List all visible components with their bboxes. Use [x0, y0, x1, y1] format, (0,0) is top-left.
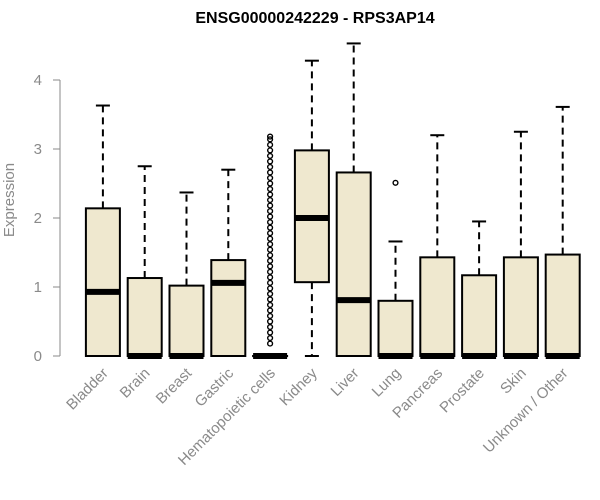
box-group: [168, 191, 205, 359]
outlier-point: [267, 268, 274, 275]
box-group: [293, 59, 330, 357]
outlier-point: [267, 301, 274, 309]
outlier-point: [267, 257, 274, 264]
outlier-point: [267, 274, 274, 281]
outlier-point: [267, 224, 274, 231]
box: [210, 259, 247, 357]
outlier-point: [267, 219, 274, 226]
y-tick-label: 0: [34, 348, 42, 365]
box: [461, 274, 498, 357]
x-tick-label: Skin: [497, 365, 530, 398]
outlier-point: [267, 235, 274, 242]
outlier-point: [267, 169, 274, 176]
box-group: [84, 104, 121, 357]
box-group: [335, 42, 372, 357]
outlier-point: [267, 340, 274, 347]
box-group: [544, 105, 581, 359]
x-tick-label: Prostate: [436, 365, 488, 417]
box: [377, 299, 414, 357]
x-tick-label: Liver: [328, 365, 363, 400]
outlier-point: [267, 141, 274, 148]
outlier-point: [267, 152, 274, 160]
outlier-point: [267, 307, 274, 314]
outlier-point: [267, 323, 274, 331]
outlier-point: [267, 133, 274, 140]
outlier-point: [267, 136, 274, 143]
y-tick-label: 1: [34, 279, 42, 296]
box-group: [126, 165, 163, 359]
box-group: [377, 179, 414, 359]
box-group: [419, 134, 456, 359]
box: [335, 171, 372, 357]
box: [544, 253, 581, 358]
box: [168, 284, 205, 357]
x-tick-label: Bladder: [63, 365, 112, 414]
outlier-point: [267, 202, 274, 209]
outlier-point: [267, 334, 274, 342]
outlier-point: [267, 180, 274, 187]
outlier-point: [267, 252, 274, 259]
x-tick-label: Breast: [153, 364, 196, 407]
x-tick-label: Kidney: [276, 364, 321, 409]
box: [84, 207, 121, 357]
outlier-point: [267, 290, 274, 298]
x-tick-label: Brain: [117, 365, 154, 402]
box: [502, 256, 539, 357]
outlier-point: [392, 179, 399, 186]
outlier-point: [267, 318, 274, 325]
outlier-point: [267, 241, 274, 248]
outlier-point: [267, 163, 274, 171]
box-group: [461, 220, 498, 359]
plot-area: [84, 42, 581, 359]
box: [126, 277, 163, 357]
outlier-point: [267, 246, 274, 253]
outlier-point: [267, 196, 274, 204]
y-axis: 0 1 2 3 4: [34, 72, 61, 365]
outlier-point: [267, 191, 274, 198]
chart-title: ENSG00000242229 - RPS3AP14: [195, 10, 434, 27]
outlier-point: [267, 329, 274, 336]
outlier-point: [267, 213, 274, 220]
y-axis-label: Expression: [1, 163, 18, 237]
outlier-point: [267, 296, 274, 303]
y-tick-label: 2: [34, 210, 42, 227]
outlier-point: [267, 208, 274, 215]
box-group: [210, 168, 247, 357]
y-tick-label: 3: [34, 141, 42, 158]
outlier-point: [267, 174, 274, 182]
outlier-point: [267, 230, 274, 237]
outlier-point: [267, 285, 274, 292]
outlier-point: [267, 279, 274, 286]
y-tick-label: 4: [34, 72, 42, 89]
outlier-point: [267, 147, 274, 154]
box-group: [502, 130, 539, 359]
box-group: [252, 133, 289, 359]
outlier-point: [267, 312, 274, 320]
outlier-point: [267, 158, 274, 165]
outlier-point: [267, 185, 274, 193]
outlier-point: [267, 263, 274, 270]
x-tick-label: Lung: [369, 365, 405, 401]
box: [419, 256, 456, 357]
